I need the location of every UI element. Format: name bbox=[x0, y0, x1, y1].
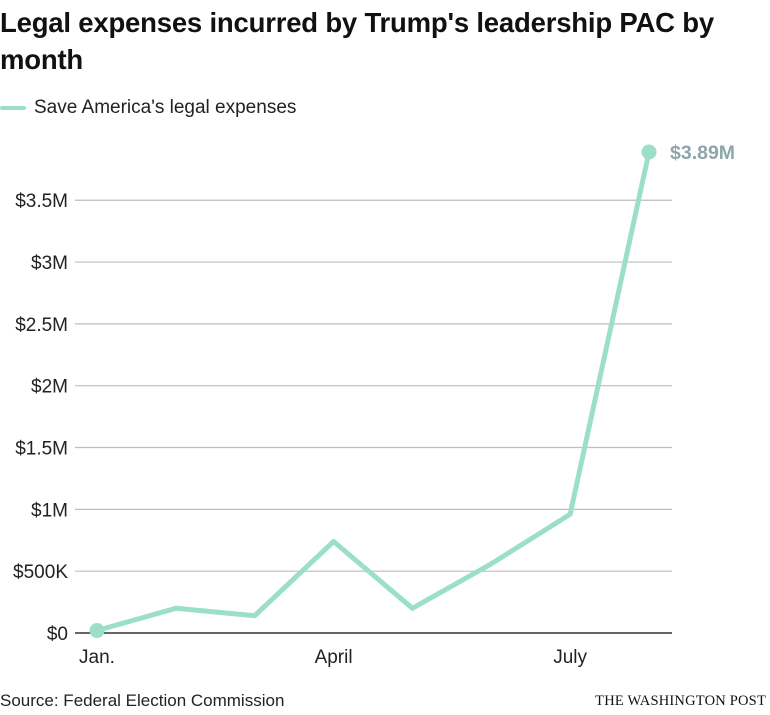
legend-label: Save America's legal expenses bbox=[34, 97, 297, 118]
x-tick-label: July bbox=[553, 647, 587, 668]
publisher-credit: THE WASHINGTON POST bbox=[595, 693, 766, 709]
y-tick-label: $1M bbox=[31, 500, 68, 521]
chart-title: Legal expenses incurred by Trump's leade… bbox=[0, 7, 714, 75]
source-note: Source: Federal Election Commission bbox=[0, 691, 285, 710]
y-tick-label: $3M bbox=[31, 253, 68, 274]
x-tick-label: Jan. bbox=[79, 647, 115, 668]
legend-swatch bbox=[0, 106, 26, 110]
data-labels: $3.89M bbox=[670, 142, 735, 164]
gridlines bbox=[75, 199, 672, 634]
y-tick-label: $0 bbox=[47, 624, 68, 645]
start-point bbox=[89, 623, 105, 639]
end-point bbox=[641, 144, 657, 160]
y-tick-label: $2M bbox=[31, 377, 68, 398]
legend: Save America's legal expenses bbox=[0, 96, 296, 120]
y-tick-label: $500K bbox=[13, 562, 68, 583]
y-axis-ticks: $0 $500K $1M $1.5M $2M $2.5M $3M $3.5M bbox=[13, 191, 68, 645]
x-axis-ticks: Jan. April July bbox=[79, 647, 587, 668]
end-value-label: $3.89M bbox=[670, 142, 735, 164]
series-layer bbox=[89, 144, 657, 639]
y-tick-label: $2.5M bbox=[15, 315, 68, 336]
series-line bbox=[94, 149, 652, 633]
y-tick-label: $1.5M bbox=[15, 439, 68, 460]
y-tick-label: $3.5M bbox=[15, 191, 68, 212]
x-tick-label: April bbox=[315, 647, 353, 668]
